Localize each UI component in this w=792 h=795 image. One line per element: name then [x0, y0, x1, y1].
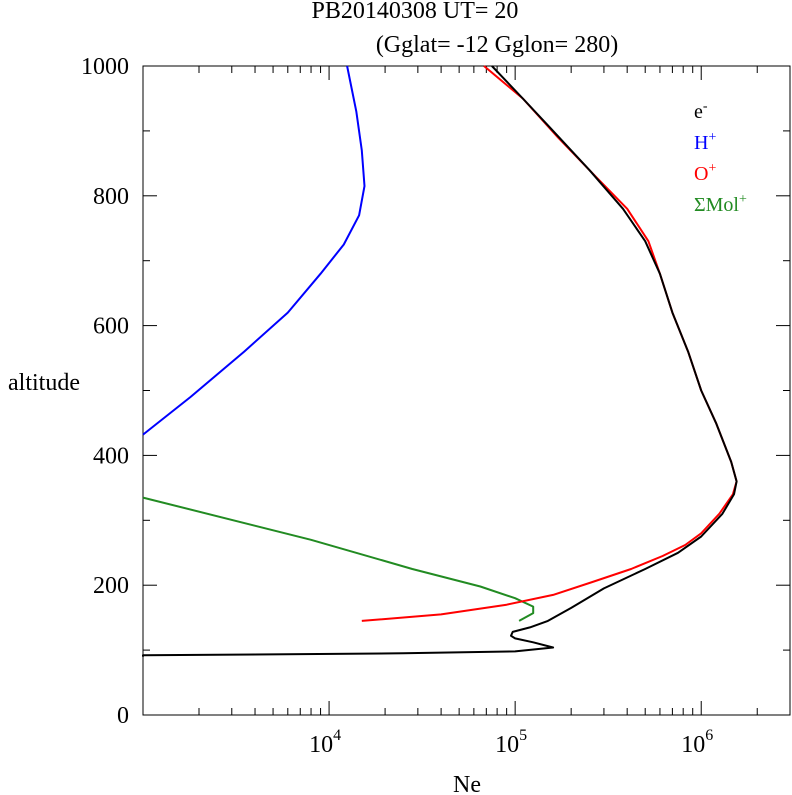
legend-label: e: [694, 101, 703, 123]
legend-label: H: [694, 132, 708, 154]
x-tick-base: 10: [309, 732, 333, 758]
y-tick-label: 400: [93, 443, 129, 469]
y-axis: 0 200 400 600 800 1000: [81, 54, 790, 729]
y-tick-label: 800: [93, 184, 129, 210]
series-layer: [142, 65, 738, 657]
series-line-0: [142, 65, 738, 657]
x-tick-label: 106: [681, 727, 713, 758]
x-axis: 104 105 106: [142, 66, 791, 758]
legend-label: O: [694, 163, 708, 185]
series-line-3: [142, 496, 535, 622]
plot-frame: [142, 65, 791, 716]
y-tick-label: 200: [93, 573, 129, 599]
legend-superscript: +: [708, 161, 716, 176]
y-axis-label: altitude: [8, 370, 80, 396]
legend-entry-3: ΣMol+: [694, 192, 747, 216]
legend-entry-1: H+: [694, 130, 716, 154]
y-tick-label: 0: [117, 703, 129, 729]
legend-label: ΣMol: [694, 194, 739, 216]
legend-entry-2: O+: [694, 161, 716, 185]
x-tick-label: 104: [309, 727, 341, 758]
legend-superscript: +: [708, 130, 716, 145]
chart-title-line2: (Gglat= -12 Gglon= 280): [376, 32, 618, 58]
series-line-1: [142, 65, 366, 436]
y-tick-label: 600: [93, 314, 129, 340]
x-tick-label: 105: [495, 727, 527, 758]
legend: e-H+O+ΣMol+: [694, 99, 747, 216]
x-axis-label: Ne: [453, 772, 481, 795]
x-tick-base: 10: [681, 732, 705, 758]
x-tick-exponent: 6: [705, 727, 713, 744]
y-tick-label: 1000: [81, 54, 129, 80]
legend-superscript: -: [703, 99, 708, 114]
x-tick-exponent: 4: [333, 727, 341, 744]
legend-superscript: +: [739, 192, 747, 207]
chart-title-line1: PB20140308 UT= 20: [312, 0, 519, 24]
x-tick-exponent: 5: [519, 727, 527, 744]
legend-entry-0: e-: [694, 99, 708, 123]
series-line-2: [361, 65, 738, 622]
x-tick-base: 10: [495, 732, 519, 758]
